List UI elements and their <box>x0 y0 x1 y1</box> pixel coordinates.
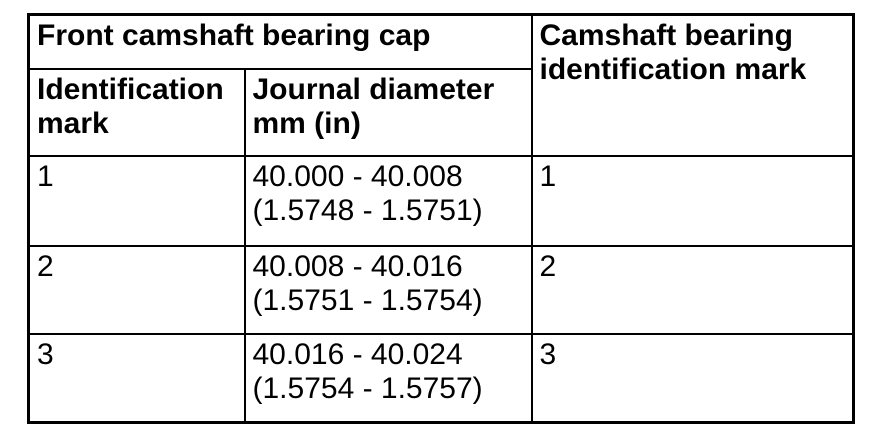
cell-journal-diameter: 40.008 - 40.016 (1.5751 - 1.5754) <box>243 244 533 335</box>
cell-identification-mark: 2 <box>27 244 246 335</box>
cell-journal-diameter: 40.016 - 40.024 (1.5754 - 1.5757) <box>243 332 533 424</box>
camshaft-bearing-spec-table: Front camshaft bearing cap Camshaft bear… <box>27 13 856 424</box>
header-front-camshaft-bearing-cap: Front camshaft bearing cap <box>27 13 533 70</box>
cell-bearing-identification-mark: 1 <box>530 154 855 247</box>
header-journal-diameter: Journal diameter mm (in) <box>243 67 533 157</box>
cell-journal-diameter: 40.000 - 40.008 (1.5748 - 1.5751) <box>243 154 533 247</box>
header-camshaft-bearing-identification-mark: Camshaft bearing identification mark <box>530 13 855 157</box>
cell-identification-mark: 1 <box>27 154 246 247</box>
table-row: 3 40.016 - 40.024 (1.5754 - 1.5757) 3 <box>27 332 855 424</box>
header-row-sub: Identification mark Journal diameter mm … <box>27 67 854 157</box>
cell-bearing-identification-mark: 2 <box>530 244 855 335</box>
cell-bearing-identification-mark: 3 <box>530 332 855 424</box>
cell-identification-mark: 3 <box>27 332 246 424</box>
table-row: 1 40.000 - 40.008 (1.5748 - 1.5751) 1 <box>27 154 855 247</box>
header-identification-mark: Identification mark <box>27 67 246 157</box>
table-row: 2 40.008 - 40.016 (1.5751 - 1.5754) 2 <box>27 244 855 335</box>
header-row-top: Front camshaft bearing cap Camshaft bear… <box>27 13 855 157</box>
